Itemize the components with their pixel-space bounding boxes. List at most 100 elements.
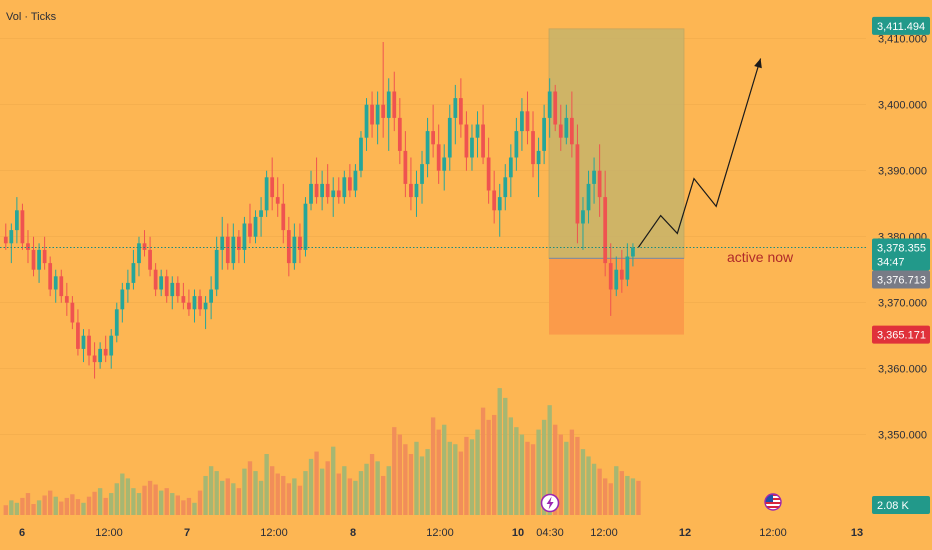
candle-body bbox=[126, 282, 130, 290]
candle-body bbox=[264, 177, 269, 211]
lightning-icon[interactable] bbox=[540, 493, 560, 513]
candle bbox=[198, 289, 202, 316]
candle-body bbox=[203, 302, 208, 310]
candle-body bbox=[9, 230, 14, 244]
volume-bar bbox=[536, 429, 541, 515]
volume-bar bbox=[292, 478, 297, 515]
volume-bar bbox=[275, 473, 280, 515]
volume-bar bbox=[59, 501, 64, 515]
candle bbox=[592, 157, 596, 204]
stop-price-label: 3,365.171 bbox=[877, 330, 926, 342]
volume-value-label: 2.08 K bbox=[877, 500, 909, 512]
volume-bar bbox=[147, 480, 153, 515]
time-tick-label: 13 bbox=[851, 527, 863, 539]
volume-bar bbox=[442, 424, 447, 515]
volume-bar bbox=[125, 478, 131, 515]
candle-body bbox=[3, 236, 8, 244]
candle bbox=[237, 230, 241, 264]
price-axis[interactable]: 3,410.0003,400.0003,390.0003,380.0003,37… bbox=[878, 34, 927, 442]
candle bbox=[520, 98, 524, 151]
time-axis[interactable]: 6 12:00 7 12:00 8 12:00 10 04:30 12:00 12 12:00 13 bbox=[19, 527, 863, 539]
candle-body bbox=[237, 236, 241, 250]
candle bbox=[275, 177, 280, 217]
candle-body bbox=[198, 296, 202, 310]
candle-body bbox=[309, 183, 313, 204]
candle-body bbox=[286, 230, 291, 264]
candle bbox=[242, 216, 247, 264]
candle-body bbox=[76, 322, 80, 349]
candle bbox=[447, 104, 452, 171]
candle-body bbox=[148, 249, 152, 270]
projection-path[interactable] bbox=[637, 58, 762, 248]
volume-bar bbox=[208, 466, 214, 515]
candle-body bbox=[486, 157, 491, 191]
candle bbox=[558, 104, 563, 151]
volume-bar bbox=[53, 496, 58, 515]
candle bbox=[159, 269, 164, 297]
candle bbox=[342, 170, 347, 204]
volume-bar bbox=[159, 490, 164, 515]
candle-body bbox=[231, 236, 236, 264]
candle bbox=[20, 203, 25, 250]
candle bbox=[625, 243, 630, 287]
price-tick-label: 3,410.000 bbox=[878, 34, 927, 46]
volume-bar bbox=[353, 480, 358, 515]
volume-bar bbox=[192, 502, 197, 515]
volume-bar bbox=[325, 461, 330, 515]
price-tick-label: 3,350.000 bbox=[878, 430, 927, 442]
candle bbox=[98, 342, 102, 369]
candle-body bbox=[248, 223, 252, 237]
volume-bar bbox=[186, 497, 192, 515]
volume-bar bbox=[408, 454, 414, 515]
volume-bar bbox=[397, 434, 402, 515]
volume-bar bbox=[253, 471, 258, 515]
candle-body bbox=[409, 183, 413, 198]
candle bbox=[542, 104, 546, 165]
candle-body bbox=[15, 210, 19, 231]
volume-bar bbox=[608, 483, 613, 515]
candle-body bbox=[92, 355, 97, 363]
candle bbox=[264, 170, 269, 217]
volume-bar bbox=[92, 491, 97, 515]
candle bbox=[608, 243, 613, 316]
candle bbox=[59, 269, 64, 303]
candle bbox=[253, 210, 258, 244]
candle bbox=[314, 157, 319, 204]
volume-bar bbox=[492, 414, 497, 515]
volume-bar bbox=[181, 500, 186, 515]
candle bbox=[325, 164, 330, 204]
volume-bar bbox=[386, 466, 391, 515]
candle-body bbox=[364, 104, 369, 138]
candle bbox=[348, 164, 352, 198]
candle-body bbox=[553, 91, 558, 125]
candle bbox=[64, 282, 69, 316]
volume-indicator-label[interactable]: Vol · Ticks bbox=[6, 11, 57, 23]
candle bbox=[370, 91, 374, 138]
candle-body bbox=[581, 210, 585, 224]
active-now-annotation[interactable]: active now bbox=[727, 249, 794, 265]
volume-bar bbox=[70, 494, 75, 515]
candle-body bbox=[298, 236, 302, 250]
volume-bar bbox=[3, 505, 8, 515]
volume-bar bbox=[286, 483, 291, 515]
time-tick-label: 6 bbox=[19, 527, 25, 539]
candle-body bbox=[325, 183, 330, 198]
time-tick-label: 7 bbox=[184, 527, 190, 539]
volume-bar bbox=[170, 493, 175, 515]
us-flag-icon[interactable] bbox=[764, 493, 782, 511]
volume-bar bbox=[164, 488, 169, 515]
volume-bar bbox=[203, 475, 208, 515]
price-tick-label: 3,360.000 bbox=[878, 364, 927, 376]
candle bbox=[381, 42, 386, 138]
candle-body bbox=[414, 183, 419, 198]
time-tick-label: 12:00 bbox=[260, 527, 288, 539]
candle-body bbox=[31, 249, 36, 270]
candle-body bbox=[292, 236, 297, 264]
volume-bar bbox=[425, 449, 430, 515]
candle bbox=[425, 117, 430, 178]
candle bbox=[386, 78, 391, 151]
entry-price-badge bbox=[872, 270, 930, 289]
target-zone[interactable] bbox=[548, 28, 685, 259]
